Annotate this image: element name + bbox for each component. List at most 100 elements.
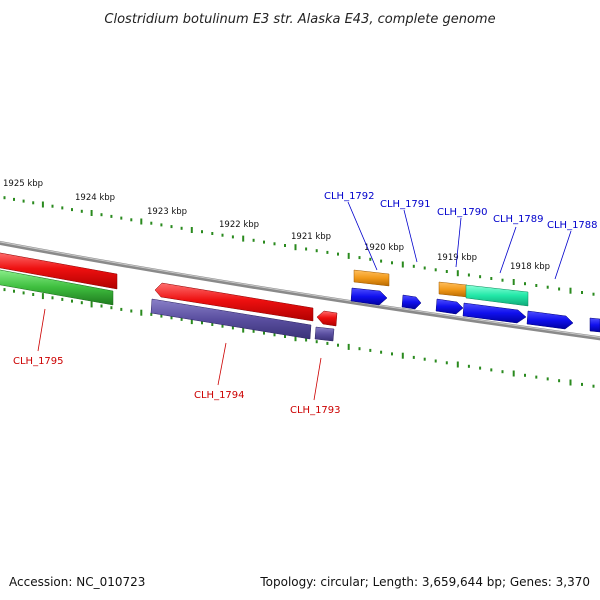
tick-minor — [263, 331, 265, 335]
tick-minor — [337, 252, 339, 256]
tick-major — [140, 218, 143, 225]
tick-minor — [3, 288, 6, 292]
tick-minor — [535, 284, 538, 287]
tick-minor — [273, 333, 276, 337]
gene-label-clh-1790[interactable]: CLH_1790 — [437, 207, 488, 218]
tick-minor — [369, 257, 372, 261]
tick-minor — [479, 275, 482, 279]
gene-label-clh-1795[interactable]: CLH_1795 — [13, 356, 64, 367]
feature-purple-clh-1794[interactable] — [150, 298, 312, 340]
tick-minor — [13, 289, 15, 293]
forward-strand-features — [350, 269, 600, 333]
tick-minor — [358, 347, 361, 351]
tick-minor — [22, 199, 25, 203]
tick-minor — [412, 355, 415, 359]
tick-minor — [80, 209, 83, 213]
tick-minor — [326, 250, 329, 254]
gene-label-clh-1792[interactable]: CLH_1792 — [324, 191, 375, 202]
accession-text: Accession: NC_010723 — [9, 575, 145, 589]
tick-minor — [61, 297, 64, 301]
tick-minor — [160, 314, 163, 318]
tick-minor — [546, 285, 549, 289]
feature-orange-1[interactable] — [353, 269, 390, 287]
tick-major — [294, 335, 297, 342]
gene-label-clh-1793[interactable]: CLH_1793 — [290, 405, 341, 416]
leader-line-clh-1789 — [499, 226, 517, 274]
cds-clh-1792[interactable] — [350, 287, 388, 306]
cds-clh-1794[interactable] — [154, 282, 314, 322]
cds-clh-1789[interactable] — [462, 302, 527, 324]
feature-purple-clh-1793[interactable] — [314, 326, 335, 342]
tick-minor — [284, 244, 286, 247]
tick-minor — [150, 221, 153, 225]
tick-major — [512, 279, 515, 285]
feature-teal-clh-1789[interactable] — [465, 284, 529, 307]
tick-major — [456, 270, 459, 277]
tick-minor — [391, 352, 393, 356]
leader-line-clh-1791 — [403, 209, 418, 263]
outer-tick-track — [3, 196, 595, 296]
tick-minor — [467, 364, 470, 368]
tick-minor — [180, 226, 183, 230]
tick-minor — [263, 240, 265, 244]
cds-clh-1795[interactable] — [0, 252, 118, 290]
cds-partial-right[interactable] — [589, 317, 600, 333]
tick-major — [242, 235, 245, 242]
tick-major — [190, 318, 193, 325]
tick-minor — [490, 277, 493, 280]
forward-gene-labels: CLH_1792 CLH_1791 CLH_1790 CLH_1789 CLH_… — [324, 191, 598, 280]
genome-backbone — [0, 240, 600, 341]
tick-minor — [22, 291, 25, 295]
tick-major — [569, 379, 572, 386]
tick-minor — [326, 341, 329, 345]
gene-label-clh-1791[interactable]: CLH_1791 — [380, 199, 431, 210]
cds-clh-1788[interactable] — [526, 310, 574, 330]
tick-major — [347, 343, 350, 350]
tick-minor — [524, 282, 526, 286]
tick-minor — [284, 335, 286, 338]
tick-minor — [252, 329, 255, 333]
cds-clh-1791[interactable] — [401, 294, 422, 310]
tick-major — [41, 201, 44, 208]
tick-major — [569, 287, 572, 294]
kbp-label: 1924 kbp — [75, 193, 115, 203]
tick-minor — [61, 206, 64, 210]
tick-minor — [445, 270, 448, 273]
tick-minor — [51, 204, 54, 208]
leader-line-clh-1794 — [217, 342, 227, 386]
gene-label-clh-1789[interactable]: CLH_1789 — [493, 214, 544, 225]
gene-label-clh-1794[interactable]: CLH_1794 — [194, 390, 245, 401]
tick-major — [401, 352, 404, 359]
tick-minor — [211, 323, 214, 326]
tick-major — [294, 244, 297, 251]
cds-clh-1790[interactable] — [435, 298, 464, 315]
tick-major — [90, 301, 93, 308]
tick-minor — [130, 309, 133, 313]
tick-minor — [558, 379, 561, 383]
tick-minor — [501, 370, 504, 374]
tick-minor — [160, 223, 163, 227]
tick-minor — [32, 293, 35, 296]
feature-green-clh-1795[interactable] — [0, 269, 114, 306]
tick-minor — [100, 213, 103, 217]
tick-minor — [581, 382, 583, 386]
cds-clh-1793[interactable] — [316, 310, 338, 327]
tick-minor — [391, 261, 393, 265]
tick-minor — [369, 348, 372, 352]
tick-major — [456, 361, 459, 368]
tick-minor — [110, 214, 113, 218]
tick-minor — [380, 350, 383, 354]
tick-minor — [170, 316, 173, 320]
gene-label-clh-1788[interactable]: CLH_1788 — [547, 220, 598, 231]
tick-major — [190, 227, 193, 233]
tick-minor — [71, 208, 73, 212]
tick-major — [140, 309, 143, 316]
tick-minor — [13, 197, 15, 201]
tick-minor — [51, 296, 54, 300]
leader-line-clh-1795 — [37, 308, 46, 352]
tick-minor — [423, 266, 426, 270]
tick-minor — [201, 230, 203, 234]
tick-minor — [80, 301, 83, 305]
feature-orange-2[interactable] — [438, 281, 468, 298]
